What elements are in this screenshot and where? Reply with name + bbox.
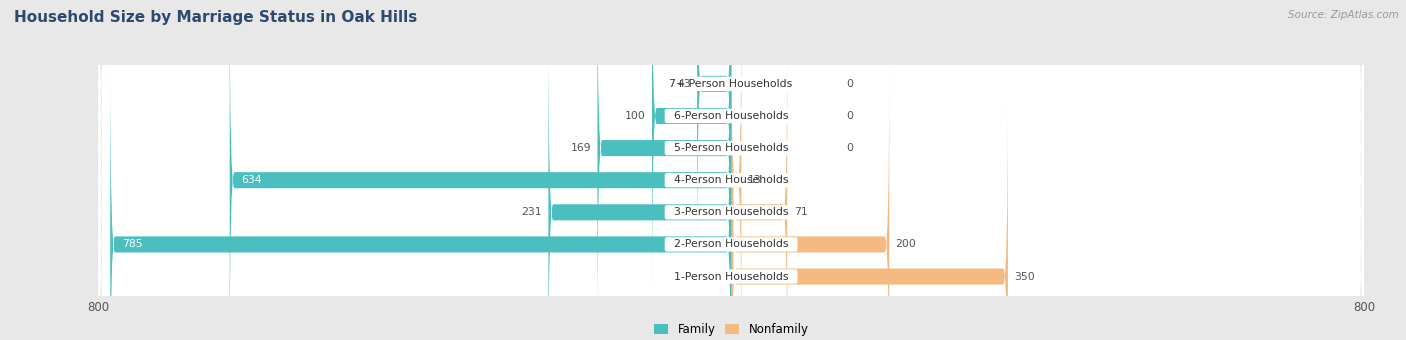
Text: 13: 13 [748,175,762,185]
Text: 785: 785 [122,239,143,250]
FancyBboxPatch shape [97,0,1365,340]
FancyBboxPatch shape [97,0,1365,340]
FancyBboxPatch shape [97,0,1365,340]
FancyBboxPatch shape [229,0,731,340]
Text: 2-Person Households: 2-Person Households [666,239,796,250]
FancyBboxPatch shape [731,0,741,340]
Text: 0: 0 [846,143,853,153]
FancyBboxPatch shape [652,0,731,301]
Text: 6-Person Households: 6-Person Households [666,111,796,121]
Text: 1-Person Households: 1-Person Households [666,272,796,282]
Text: 7+ Person Households: 7+ Person Households [662,79,800,89]
Text: Source: ZipAtlas.com: Source: ZipAtlas.com [1288,10,1399,20]
Text: 5-Person Households: 5-Person Households [666,143,796,153]
Text: 200: 200 [896,239,917,250]
Text: 43: 43 [678,79,690,89]
Text: 350: 350 [1014,272,1035,282]
FancyBboxPatch shape [731,92,1008,340]
FancyBboxPatch shape [97,0,1365,340]
Text: 0: 0 [846,111,853,121]
FancyBboxPatch shape [97,0,1365,340]
Text: 3-Person Households: 3-Person Households [666,207,796,217]
Text: 100: 100 [624,111,645,121]
FancyBboxPatch shape [731,28,787,340]
FancyBboxPatch shape [598,0,731,333]
FancyBboxPatch shape [697,0,731,269]
Text: Household Size by Marriage Status in Oak Hills: Household Size by Marriage Status in Oak… [14,10,418,25]
Text: 4-Person Households: 4-Person Households [666,175,796,185]
Text: 0: 0 [846,79,853,89]
Text: 231: 231 [522,207,543,217]
Legend: Family, Nonfamily: Family, Nonfamily [650,318,813,340]
Text: 71: 71 [793,207,807,217]
Text: 169: 169 [571,143,591,153]
Text: 634: 634 [242,175,262,185]
FancyBboxPatch shape [97,0,1365,340]
FancyBboxPatch shape [97,0,1365,340]
FancyBboxPatch shape [548,28,731,340]
FancyBboxPatch shape [110,60,731,340]
FancyBboxPatch shape [731,60,889,340]
